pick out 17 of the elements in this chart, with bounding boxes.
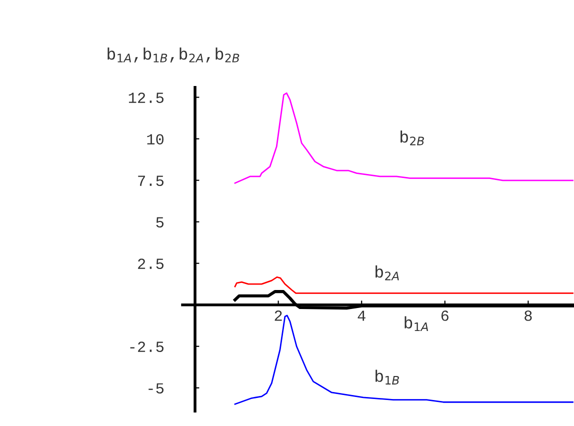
- x-tick-label: 4: [358, 310, 366, 321]
- series-label: b$_{2B}$: [400, 130, 424, 146]
- series-label: b$_{1B}$: [376, 370, 399, 385]
- y-tick-label: 2.5: [138, 258, 164, 270]
- series-label: b$_{2A}$: [376, 265, 399, 280]
- series-label: b$_{1A}$: [404, 316, 428, 332]
- line-series: [234, 92, 574, 184]
- y-tick-label: -2.5: [130, 342, 164, 352]
- y-tick-label: -5: [148, 383, 164, 394]
- y-tick-label: 7.5: [138, 176, 164, 186]
- x-tick-label: 8: [524, 310, 532, 321]
- y-tick-label: 12.5: [128, 92, 164, 103]
- y-tick-label: 10: [147, 134, 164, 144]
- y-tick-label: 5: [156, 217, 164, 228]
- y-axis-title: b$_{1A}$,b$_{1B}$,b$_{2A}$,b$_{2B}$: [108, 47, 240, 63]
- x-tick-label: 2: [274, 310, 282, 321]
- x-tick-label: 6: [441, 310, 448, 321]
